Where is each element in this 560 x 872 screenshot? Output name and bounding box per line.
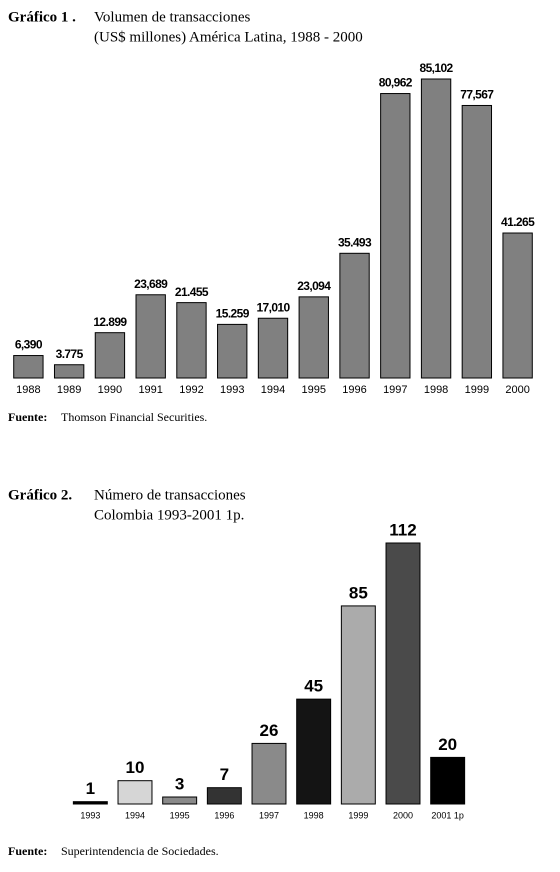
chart-label: Gráfico 1 . <box>8 9 76 25</box>
bar <box>430 756 466 805</box>
x-tick-label: 1997 <box>259 810 279 820</box>
bar <box>217 323 248 379</box>
bar <box>251 742 287 805</box>
x-tick-label: 1999 <box>465 384 489 396</box>
bar <box>135 294 166 379</box>
x-tick-label: 1997 <box>383 384 407 396</box>
bar <box>72 801 108 805</box>
bar <box>94 332 126 379</box>
value-label: 3 <box>175 774 184 793</box>
value-label: 41.265 <box>501 215 535 229</box>
x-tick-label: 2001 1p <box>431 810 464 820</box>
x-tick-label: 1993 <box>80 810 100 820</box>
chart-label: Gráfico 2. <box>8 487 72 503</box>
bar <box>339 252 370 379</box>
x-tick-label: 1991 <box>138 384 162 396</box>
value-label: 35.493 <box>338 235 372 249</box>
bar <box>298 296 329 379</box>
value-label: 6,390 <box>15 338 43 352</box>
chart-title: Número de transacciones <box>94 487 246 503</box>
x-tick-label: 1998 <box>304 810 324 820</box>
x-tick-label: 1988 <box>16 384 40 396</box>
value-label: 1 <box>86 779 95 798</box>
value-label: 23,094 <box>297 279 331 293</box>
value-label: 23,689 <box>134 277 168 291</box>
bar <box>380 93 411 379</box>
value-label: 80,962 <box>379 76 413 90</box>
bar <box>162 796 198 805</box>
bar <box>13 355 44 379</box>
bar <box>53 364 85 379</box>
x-tick-label: 1996 <box>342 384 366 396</box>
bar <box>340 605 376 805</box>
bar <box>461 104 493 379</box>
value-label: 26 <box>260 721 279 740</box>
x-tick-label: 2000 <box>393 810 413 820</box>
x-tick-label: 2000 <box>505 384 529 396</box>
bar <box>117 780 153 805</box>
source-label: Fuente: <box>8 844 47 858</box>
value-label: 21.455 <box>175 285 209 299</box>
value-label: 85,102 <box>420 61 454 75</box>
bar <box>296 698 332 805</box>
value-label: 112 <box>389 520 416 539</box>
x-tick-label: 1990 <box>98 384 122 396</box>
value-label: 85 <box>349 583 368 602</box>
bar <box>257 317 289 379</box>
x-tick-label: 1993 <box>220 384 244 396</box>
source: Thomson Financial Securities. <box>61 410 207 424</box>
x-tick-label: 1992 <box>179 384 203 396</box>
value-label: 7 <box>220 765 229 784</box>
bar <box>420 78 452 379</box>
bar <box>206 787 242 805</box>
x-tick-label: 1995 <box>170 810 190 820</box>
source: Superintendencia de Sociedades. <box>61 844 219 858</box>
chart-subtitle: Colombia 1993-2001 1p. <box>94 507 244 523</box>
bar <box>502 232 533 379</box>
x-tick-label: 1994 <box>125 810 145 820</box>
chart-title: Volumen de transacciones <box>94 9 251 25</box>
x-tick-label: 1996 <box>214 810 234 820</box>
x-tick-label: 1989 <box>57 384 81 396</box>
chart-subtitle: (US$ millones) América Latina, 1988 - 20… <box>94 29 363 45</box>
value-label: 17,010 <box>256 300 290 314</box>
value-label: 77,567 <box>460 88 494 102</box>
x-tick-label: 1995 <box>302 384 326 396</box>
value-label: 45 <box>304 677 323 696</box>
value-label: 20 <box>438 735 457 754</box>
x-tick-label: 1994 <box>261 384 285 396</box>
value-label: 10 <box>126 758 145 777</box>
bar <box>385 542 421 805</box>
value-label: 3.775 <box>56 347 84 361</box>
bar <box>176 302 207 379</box>
x-tick-label: 1999 <box>348 810 368 820</box>
value-label: 12.899 <box>93 315 127 329</box>
value-label: 15.259 <box>216 307 250 321</box>
x-tick-label: 1998 <box>424 384 448 396</box>
source-label: Fuente: <box>8 410 47 424</box>
